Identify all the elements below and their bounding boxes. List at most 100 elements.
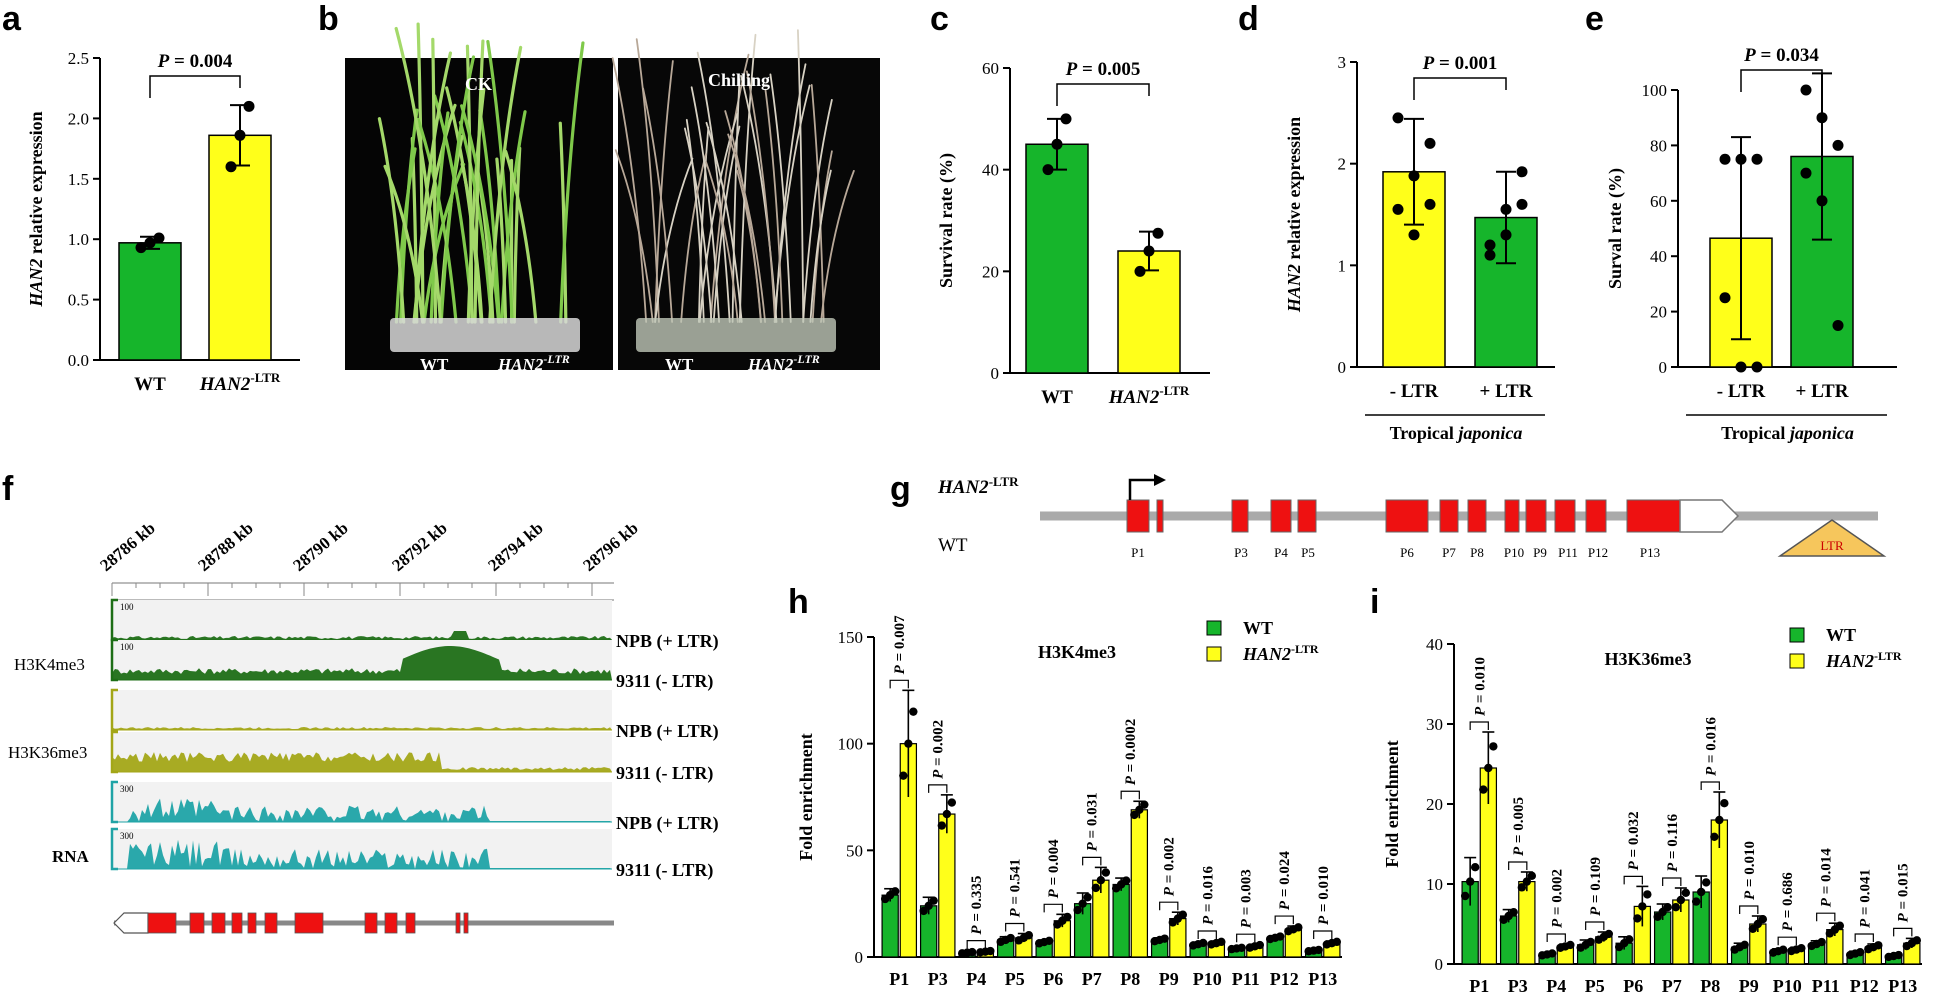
leaf-blade (809, 169, 832, 323)
p-value-label: P = 0.004 (1046, 839, 1062, 898)
data-point (1835, 921, 1845, 930)
track-scale: 300 (120, 831, 134, 841)
leaf-blade (810, 84, 825, 323)
data-point (1566, 940, 1575, 950)
leaf-blade (654, 157, 694, 323)
leaf-blade (769, 73, 792, 323)
track-label: NPB (+ LTR) (616, 813, 719, 834)
track-rows: 100 NPB (+ LTR) 100 9311 (- LTR) NPB (+ LTR)… (110, 598, 719, 881)
y-tick-label: 60 (1650, 192, 1667, 211)
panel-label-e: e (1585, 0, 1604, 38)
bar-wt-p8 (1112, 883, 1130, 958)
y-tick-label: 80 (1650, 136, 1667, 155)
leaf-blade (394, 26, 443, 324)
legend-label: HAN2-LTR (1242, 642, 1319, 664)
significance-bracket (1893, 927, 1913, 937)
leaf-blade (439, 55, 476, 324)
y-tick-label: 50 (846, 841, 863, 860)
data-point (1758, 915, 1768, 924)
data-point (1778, 945, 1788, 954)
track-label: 9311 (- LTR) (616, 860, 713, 881)
category-label: - LTR (1390, 381, 1439, 402)
p-value-label: P = 0.016 (1200, 866, 1216, 925)
track-group-rna: RNA (52, 847, 90, 866)
y-tick-label: 0 (1338, 358, 1347, 377)
data-point (1586, 937, 1595, 947)
data-point (1676, 895, 1686, 905)
y-tick-label: 3 (1338, 53, 1347, 72)
exon (1439, 499, 1459, 533)
chart-title: H3K36me3 (1605, 649, 1692, 669)
p-value-label: P = 0.001 (1422, 53, 1498, 74)
bar-0 (118, 242, 182, 361)
coordinate-label: 28786 kb (96, 518, 159, 575)
leaf-blade (559, 41, 585, 324)
data-point (1101, 868, 1111, 877)
y-tick-label: 1 (1338, 256, 1347, 275)
chart-a: 0.0 0.5 1.0 1.5 2.0 2.5 HAN2 relative expressi… (26, 49, 300, 395)
significance-bracket (1274, 915, 1294, 925)
y-tick-label: 40 (1426, 635, 1443, 654)
exon (1585, 499, 1607, 533)
panel-label-f: f (2, 470, 14, 508)
leaf-blade (738, 33, 757, 323)
p-value-label: P = 0.005 (1065, 59, 1141, 80)
primer-label: P13 (1640, 545, 1660, 560)
data-point (1643, 890, 1652, 899)
signal-track (112, 631, 612, 640)
leaf-blade (690, 86, 720, 323)
significance-bracket (928, 784, 948, 793)
p-value-label: P = 0.0002 (1123, 719, 1139, 785)
category-label: P8 (1700, 976, 1720, 996)
data-point (909, 707, 918, 716)
chart-d: 0 1 2 3 HAN2 relative expression - LTR + LTR P … (1284, 53, 1555, 443)
p-value-label: P = 0.015 (1896, 863, 1912, 922)
gene-model-utr (113, 912, 149, 934)
y-tick-label: 100 (1642, 81, 1668, 100)
category-label: P5 (1005, 969, 1025, 989)
significance-bracket (1159, 901, 1179, 911)
p-value-label: P = 0.010 (1742, 841, 1758, 900)
data-point (1797, 943, 1806, 953)
ltr-label: LTR (1820, 538, 1844, 553)
data-point (1691, 897, 1701, 906)
data-point (1152, 227, 1164, 239)
y-tick-label: 10 (1426, 875, 1443, 894)
data-point (1063, 912, 1072, 922)
gene-structure: HAN2-LTR WT LTR P1 P3 P4 P5 P6 P7 P8 P10 P9 P11 P1… (937, 474, 1887, 560)
chart-e: 0 20 40 60 80 100 Surval rate (%) - LTR + LTR P =… (1605, 45, 1897, 443)
data-point (1720, 799, 1729, 808)
exons (1126, 499, 1681, 533)
data-point (1527, 871, 1537, 881)
significance-bracket (889, 679, 909, 689)
data-point (1547, 949, 1557, 958)
category-label: P1 (889, 969, 909, 989)
p-value-label: P = 0.002 (1549, 869, 1565, 928)
category-label: + LTR (1796, 381, 1849, 402)
bar-han2-p8 (1130, 809, 1149, 958)
primer-label: P3 (1234, 545, 1248, 560)
category-label: P9 (1739, 976, 1759, 996)
data-point (1489, 742, 1498, 751)
photo-label-wt-right: WT (665, 355, 694, 374)
exon (1626, 499, 1681, 533)
leaf-blade (727, 133, 767, 323)
p-value-label: P = 0.686 (1780, 872, 1796, 931)
track-group-h3k4me3: H3K4me3 (14, 655, 85, 674)
p-value-label: P = 0.014 (1819, 848, 1835, 907)
p-value-label: P = 0.109 (1588, 857, 1604, 916)
category-label: P1 (1469, 976, 1489, 996)
category-label: P11 (1812, 976, 1840, 996)
coordinate-label: 28790 kb (289, 518, 352, 575)
significance-bracket (1816, 912, 1836, 922)
exon (1525, 499, 1547, 533)
significance-bracket (966, 939, 986, 949)
data-point (1832, 319, 1844, 331)
data-point (1816, 112, 1828, 124)
bar-han2-p3 (938, 813, 956, 958)
p-value-label: P = 0.032 (1626, 811, 1642, 870)
data-point (1484, 763, 1493, 773)
y-tick-label: 0.5 (68, 291, 89, 310)
primer-label: P10 (1504, 545, 1524, 560)
healthy-seedlings (377, 22, 585, 324)
